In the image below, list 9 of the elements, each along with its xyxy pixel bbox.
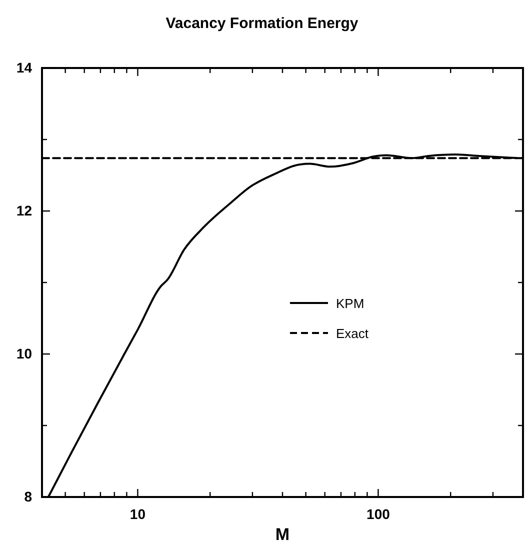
y-tick-label: 14	[16, 59, 32, 76]
y-tick-label: 10	[16, 345, 32, 362]
chart-title: Vacancy Formation Energy	[166, 15, 359, 32]
y-tick-label: 8	[24, 488, 32, 504]
x-axis-title: M	[275, 525, 290, 544]
y-tick-label: 12	[16, 202, 32, 218]
legend-label: KPM	[336, 296, 364, 311]
x-tick-label: 100	[366, 506, 390, 522]
legend-label: Exact	[336, 326, 369, 341]
